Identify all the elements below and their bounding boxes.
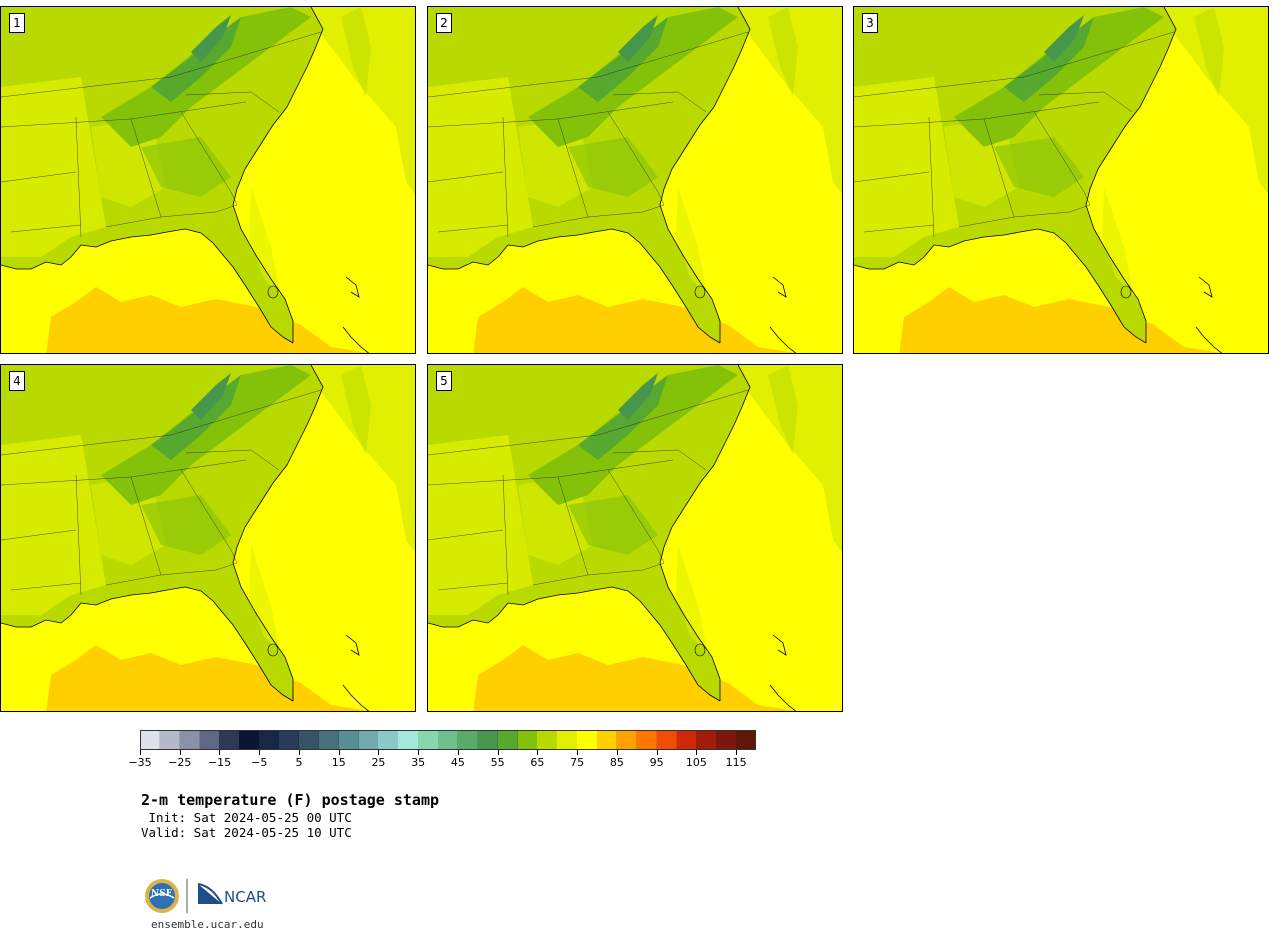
temperature-map: [1, 7, 416, 354]
colorbar-segment: [537, 730, 558, 750]
colorbar-segment: [338, 730, 360, 750]
colorbar-segment: [179, 730, 201, 750]
panel-number-label: 1: [9, 13, 25, 33]
colorbar-tick-label: 45: [450, 756, 465, 769]
colorbar-tick: [378, 750, 380, 755]
colorbar-segment: [199, 730, 220, 750]
forecast-panel-1: 1: [0, 6, 416, 354]
colorbar-tick: [219, 750, 221, 755]
colorbar-segment: [140, 730, 161, 750]
colorbar-tick-label: 85: [609, 756, 624, 769]
colorbar-tick: [696, 750, 698, 755]
colorbar-segment: [378, 730, 399, 750]
colorbar-segment: [159, 730, 181, 750]
colorbar-segment: [457, 730, 479, 750]
colorbar-tick-label: 115: [725, 756, 747, 769]
colorbar-tick: [259, 750, 261, 755]
colorbar-tick: [736, 750, 738, 755]
colorbar-segment: [219, 730, 240, 750]
panel-number-label: 5: [436, 371, 452, 391]
colorbar-segment: [597, 730, 618, 750]
colorbar-segment: [577, 730, 598, 750]
colorbar-segment: [517, 730, 538, 750]
nsf-logo-icon: [145, 879, 179, 913]
forecast-panel-3: 3: [853, 6, 1269, 354]
colorbar-tick: [418, 750, 420, 755]
colorbar-tick: [298, 750, 300, 755]
colorbar-tick-label: 75: [570, 756, 585, 769]
colorbar-tick: [497, 750, 499, 755]
temperature-map: [1, 365, 416, 712]
ncar-logo-text: NCAR: [224, 888, 267, 906]
colorbar-segment: [358, 730, 379, 750]
colorbar-segment: [438, 730, 459, 750]
forecast-panel-2: 2: [427, 6, 843, 354]
colorbar-tick: [616, 750, 618, 755]
panel-number-label: 2: [436, 13, 452, 33]
colorbar-tick-label: 35: [411, 756, 426, 769]
colorbar-tick-label: 5: [295, 756, 303, 769]
colorbar-segment: [656, 730, 677, 750]
colorbar-segment: [616, 730, 638, 750]
temperature-map: [854, 7, 1269, 354]
colorbar-segment: [298, 730, 320, 750]
colorbar-tick-label: 65: [530, 756, 545, 769]
colorbar-tick-label: −15: [207, 756, 232, 769]
chart-title: 2-m temperature (F) postage stamp: [141, 791, 440, 809]
colorbar-segment: [557, 730, 578, 750]
ncar-logo-icon: [197, 883, 223, 905]
colorbar-tick: [457, 750, 459, 755]
colorbar-tick-label: 15: [331, 756, 346, 769]
colorbar-tick-label: 105: [685, 756, 707, 769]
colorbar-tick-label: −5: [251, 756, 268, 769]
colorbar-tick: [656, 750, 658, 755]
init-time: Init: Sat 2024-05-25 00 UTC: [141, 810, 352, 825]
colorbar-tick-label: −35: [128, 756, 152, 769]
colorbar-segment: [696, 730, 717, 750]
colorbar-tick: [338, 750, 340, 755]
valid-time: Valid: Sat 2024-05-25 10 UTC: [141, 825, 352, 840]
colorbar-tick: [140, 750, 141, 755]
forecast-panel-4: 4: [0, 364, 416, 712]
temperature-map: [428, 7, 843, 354]
forecast-panel-5: 5: [427, 364, 843, 712]
colorbar-tick-label: 55: [490, 756, 505, 769]
temperature-map: [428, 365, 843, 712]
logo-area: NSF NCAR: [144, 876, 274, 916]
nsf-logo-text: NSF: [151, 889, 173, 899]
colorbar-segment: [279, 730, 300, 750]
colorbar-segment: [477, 730, 499, 750]
colorbar-tick-label: 25: [371, 756, 386, 769]
colorbar-tick-label: −25: [168, 756, 192, 769]
panel-number-label: 4: [9, 371, 25, 391]
colorbar-segment: [676, 730, 697, 750]
colorbar-segment: [239, 730, 260, 750]
colorbar-tick: [577, 750, 579, 755]
colorbar-segment: [497, 730, 519, 750]
colorbar-segment: [636, 730, 658, 750]
colorbar-tick: [179, 750, 181, 755]
colorbar-segment: [398, 730, 419, 750]
colorbar-segment: [716, 730, 737, 750]
colorbar-segment: [259, 730, 280, 750]
panel-number-label: 3: [862, 13, 878, 33]
colorbar-segment: [736, 730, 757, 750]
colorbar-segment: [318, 730, 340, 750]
colorbar-segment: [418, 730, 439, 750]
colorbar-tick: [537, 750, 539, 755]
temperature-colorbar: [140, 730, 757, 750]
site-url: ensemble.ucar.edu: [151, 918, 264, 931]
colorbar-tick-label: 95: [649, 756, 664, 769]
